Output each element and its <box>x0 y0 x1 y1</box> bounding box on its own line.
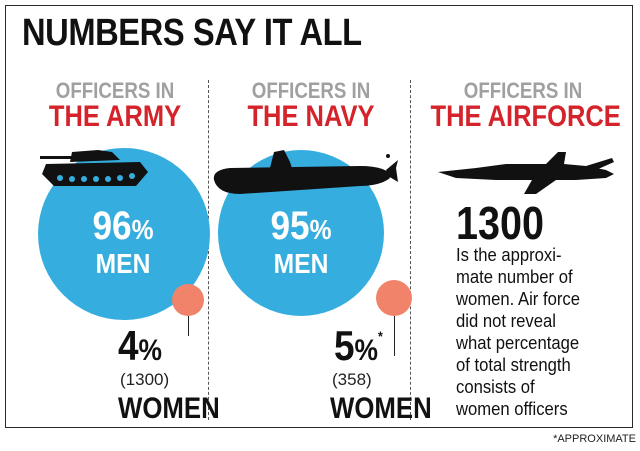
army-women-count: (1300) <box>120 370 170 389</box>
navy-men-pct-sign: % <box>309 214 332 245</box>
navy-women-count: (358) <box>332 370 372 389</box>
navy-approx-marker: * <box>378 328 383 344</box>
army-men-pct-value: 96 <box>92 204 132 248</box>
airforce-description: Is the approxi- mate number of women. Ai… <box>456 244 626 420</box>
airforce-description-line: mate number of <box>456 266 573 287</box>
tank-icon <box>40 150 148 186</box>
navy-women-percentage: 5%* <box>334 322 383 370</box>
airforce-label-bottom: THE AIRFORCE <box>430 100 621 133</box>
army-label-top: OFFICERS IN <box>55 78 175 103</box>
army-men-pct-sign: % <box>131 214 154 245</box>
infographic-frame <box>5 5 633 428</box>
airforce-description-line: did not reveal <box>456 310 556 331</box>
army-women-label: WOMEN <box>118 392 220 425</box>
navy-men-label: MEN <box>273 248 329 279</box>
airforce-description-line: women officers <box>456 398 568 419</box>
airforce-description-line: of total strength <box>456 354 571 375</box>
army-women-dot <box>172 284 204 316</box>
airforce-women-count: 1300 <box>456 197 545 249</box>
airforce-label-top: OFFICERS IN <box>463 78 583 103</box>
army-label-bottom: THE ARMY <box>48 100 182 133</box>
airforce-description-line: Is the approxi- <box>456 244 562 265</box>
submarine-icon <box>213 150 398 194</box>
navy-pointer-line <box>394 316 395 356</box>
army-pointer-line <box>188 316 189 336</box>
army-women-pct-value: 4 <box>118 322 139 369</box>
navy-label-bottom: THE NAVY <box>247 100 375 133</box>
airforce-description-line: what percentage <box>456 332 580 353</box>
column-divider <box>410 80 411 420</box>
army-men-label: MEN <box>95 248 151 279</box>
navy-women-pct-value: 5 <box>334 322 355 369</box>
navy-women-dot <box>376 280 412 316</box>
airforce-description-line: consists of <box>456 376 535 397</box>
army-men-percentage: 96% <box>66 204 180 249</box>
airforce-description-line: women. Air force <box>456 288 581 309</box>
navy-women-label: WOMEN <box>330 392 432 425</box>
navy-label-top: OFFICERS IN <box>251 78 371 103</box>
column-divider <box>208 80 209 420</box>
navy-women-pct-sign: % <box>354 334 379 367</box>
footnote: *APPROXIMATE <box>553 433 636 445</box>
army-women-percentage: 4% <box>118 322 162 370</box>
navy-men-pct-value: 95 <box>270 204 310 248</box>
army-women-pct-sign: % <box>138 334 163 367</box>
page-title: NUMBERS SAY IT ALL <box>22 12 362 54</box>
fighter-jet-icon <box>438 152 614 194</box>
navy-men-percentage: 95% <box>244 204 358 249</box>
